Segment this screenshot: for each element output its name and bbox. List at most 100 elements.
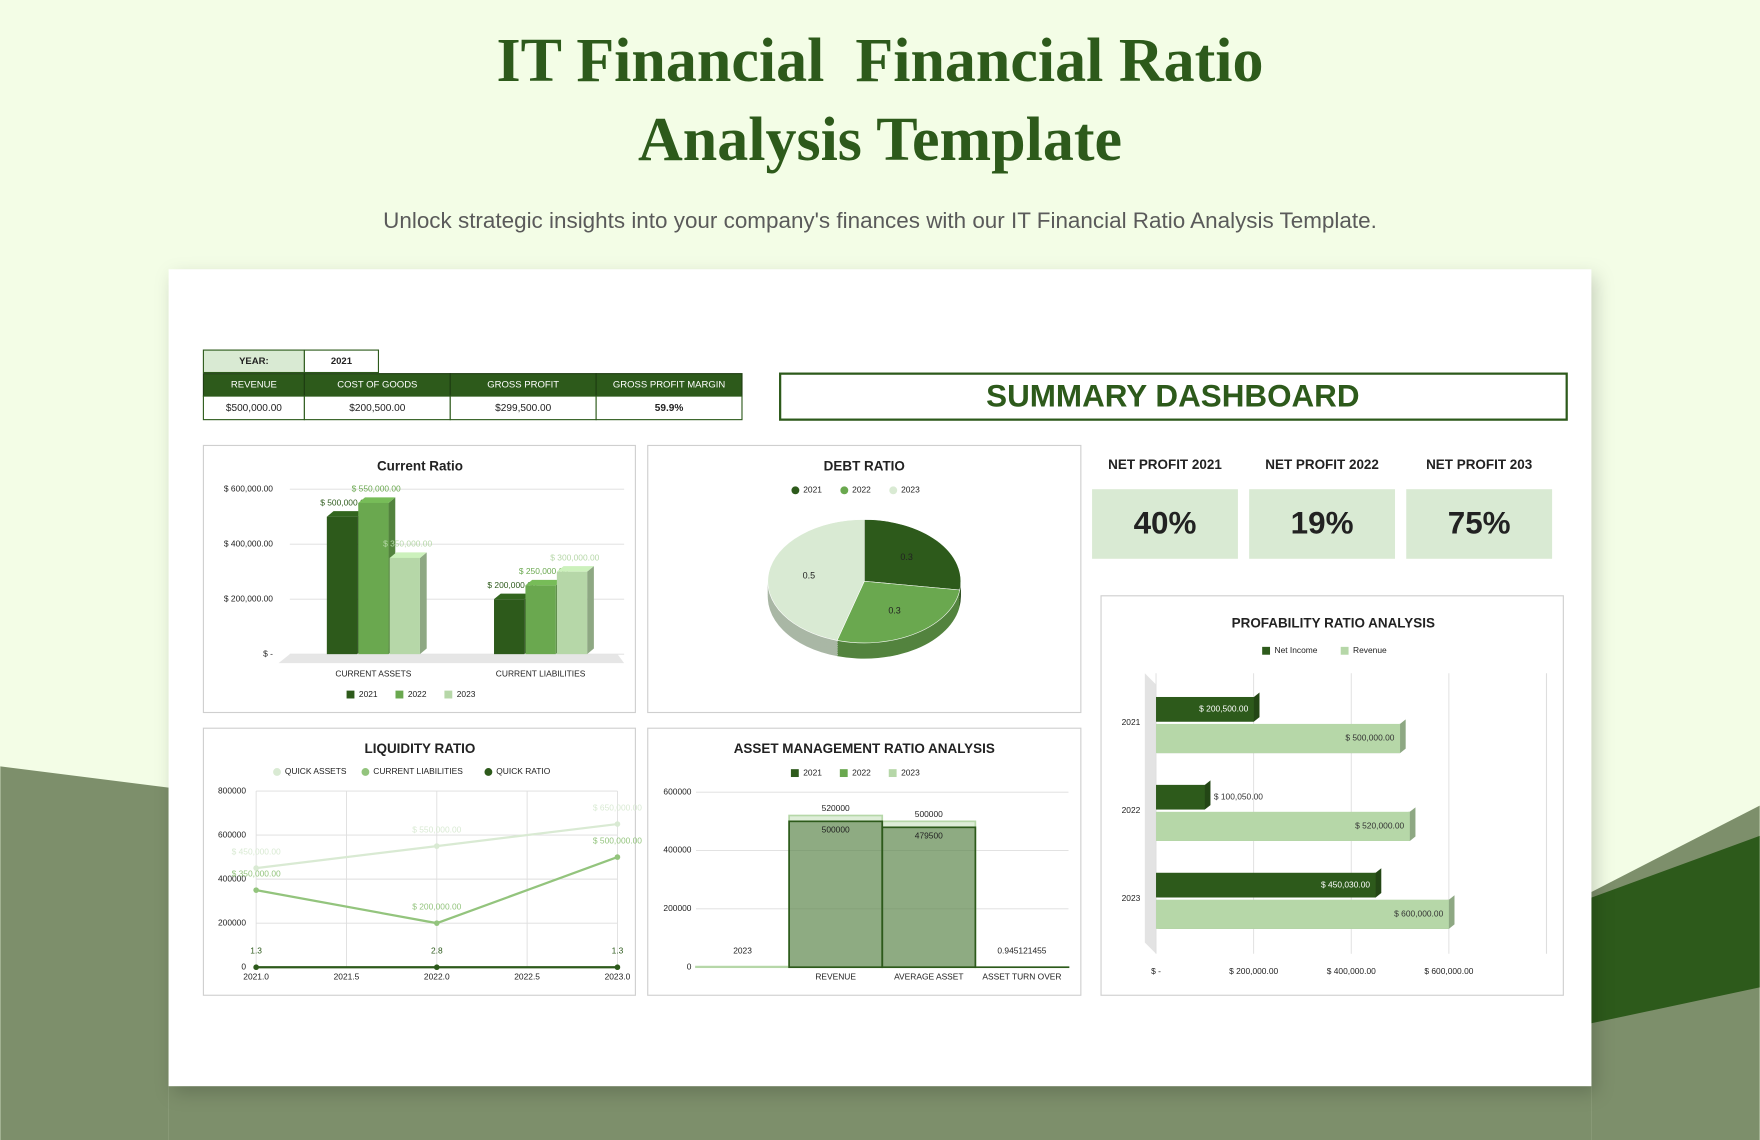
x-tick-label: CURRENT LIABILITIES — [496, 669, 586, 679]
data-label: 520000 — [822, 803, 850, 813]
y-tick-label: $ 200,000.00 — [224, 593, 273, 603]
y-tick-label: 400000 — [663, 845, 691, 855]
x-tick-label: REVENUE — [815, 972, 856, 982]
x-tick-label: 2021.5 — [334, 972, 360, 982]
bar — [1156, 723, 1401, 754]
bar-top — [494, 593, 532, 600]
kpi-label: NET PROFIT 2022 — [1265, 457, 1379, 472]
bar-top — [326, 511, 364, 517]
point — [433, 964, 440, 971]
data-label: 0.5 — [803, 571, 815, 581]
legend-marker — [361, 768, 370, 776]
y-tick-label: 0 — [687, 961, 692, 971]
x-tick-label: AVERAGE ASSET — [894, 972, 963, 982]
point — [253, 887, 259, 893]
legend-marker — [839, 769, 848, 778]
dashboard-title: SUMMARY DASHBOARD — [986, 379, 1359, 414]
legend-label: QUICK RATIO — [496, 766, 550, 776]
data-label: 500000 — [915, 809, 943, 819]
data-label: $ 300,000.00 — [550, 552, 599, 562]
bar — [1156, 696, 1254, 722]
wall — [1144, 673, 1157, 954]
legend-label: Revenue — [1353, 645, 1387, 655]
area-step — [788, 814, 884, 969]
legend-label: 2021 — [359, 689, 378, 699]
data-label: $ 350,000.00 — [232, 869, 281, 879]
year-label: YEAR: — [239, 356, 269, 367]
area-step — [695, 965, 790, 969]
bar-side — [587, 566, 594, 655]
point — [614, 821, 621, 827]
data-label: $ 200,000.00 — [412, 902, 461, 912]
bar — [358, 502, 389, 655]
table-value: $500,000.00 — [226, 403, 282, 414]
table-value: 59.9% — [655, 403, 684, 414]
y-tick-label: 600000 — [663, 786, 691, 796]
data-label: $ 450,000.00 — [232, 847, 281, 857]
y-tick-label: 600000 — [218, 829, 246, 839]
data-label: 2.8 — [431, 946, 443, 956]
x-tick-label: CURRENT ASSETS — [335, 669, 411, 679]
legend-marker — [840, 486, 849, 495]
point — [433, 920, 440, 926]
bar — [556, 571, 588, 655]
table-header: REVENUE — [231, 379, 277, 390]
x-tick-label: 2021.0 — [243, 972, 269, 982]
kpi-label: NET PROFIT 2021 — [1108, 457, 1222, 472]
point — [253, 964, 259, 971]
chart-title: PROFABILITY RATIO ANALYSIS — [1232, 615, 1435, 630]
legend-marker — [273, 768, 281, 776]
area-step — [881, 820, 977, 969]
area-step — [788, 820, 884, 969]
kpi-box — [1092, 489, 1238, 559]
chart-title: DEBT RATIO — [824, 458, 905, 473]
x-tick-label: $ 400,000.00 — [1327, 966, 1376, 976]
legend-marker — [1340, 646, 1349, 655]
data-label: $ 600,000.00 — [1394, 909, 1443, 919]
subtitle: Unlock strategic insights into your comp… — [383, 208, 1377, 233]
data-label: $ 200,000.00 — [487, 580, 536, 590]
legend-label: 2022 — [852, 485, 871, 495]
x-tick-label: $ - — [1151, 966, 1161, 976]
bg-shape — [0, 766, 169, 1140]
x-tick-label: 2022.0 — [424, 972, 450, 982]
data-label: 500000 — [822, 825, 850, 835]
bar — [1156, 784, 1205, 810]
x-tick-label: $ 600,000.00 — [1424, 966, 1473, 976]
bar-top — [358, 497, 396, 503]
data-label: $ 500,000.00 — [320, 497, 369, 507]
table-header: COST OF GOODS — [337, 379, 417, 390]
point — [433, 843, 440, 849]
legend-marker — [791, 486, 800, 495]
kpi-box — [1249, 489, 1396, 559]
chart-title: Current Ratio — [377, 458, 463, 473]
legend-label: 2021 — [803, 485, 822, 495]
year-cell — [303, 349, 380, 374]
x-tick-label: ASSET TURN OVER — [982, 972, 1061, 982]
data-label: 479500 — [915, 831, 943, 841]
legend-label: 2022 — [852, 767, 871, 777]
y-tick-label: 2021 — [1122, 717, 1141, 727]
legend-marker — [346, 690, 355, 699]
chart-title: LIQUIDITY RATIO — [365, 741, 476, 756]
dashboard-box — [779, 372, 1568, 421]
data-label: $ 200,500.00 — [1199, 704, 1248, 714]
kpi-value: 40% — [1134, 505, 1197, 540]
data-label: 0.3 — [900, 552, 912, 562]
legend-label: 2023 — [901, 485, 920, 495]
legend-label: Net Income — [1275, 645, 1318, 655]
data-label: 0.945121455 — [997, 946, 1046, 956]
y-tick-label: 800000 — [218, 785, 246, 795]
data-label: $ 100,050.00 — [1214, 791, 1263, 801]
legend-label: CURRENT LIABILITIES — [373, 766, 463, 776]
legend-label: 2022 — [408, 689, 427, 699]
legend-label: 2023 — [901, 767, 920, 777]
bar-top — [389, 552, 427, 558]
y-tick-label: 400000 — [218, 873, 246, 883]
pie-slice — [767, 519, 865, 641]
kpi-box — [1406, 489, 1553, 559]
legend-marker — [888, 769, 897, 778]
kpi-value: 19% — [1291, 505, 1354, 540]
data-label: $ 550,000.00 — [412, 825, 461, 835]
y-tick-label: 0 — [241, 961, 246, 971]
